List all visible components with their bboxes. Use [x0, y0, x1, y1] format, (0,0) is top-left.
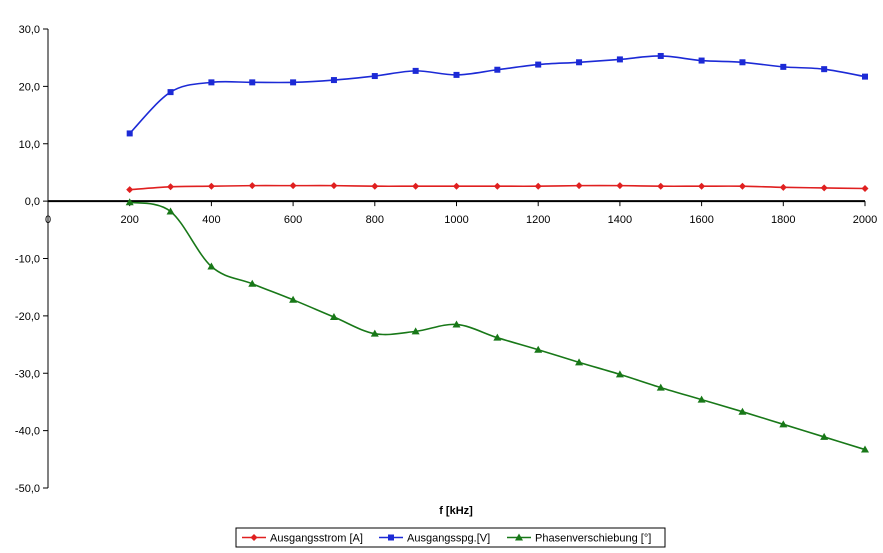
data-point: [371, 182, 379, 190]
y-tick-label: 30,0: [19, 24, 40, 36]
data-point: [820, 432, 829, 440]
legend-swatch-marker: [388, 534, 394, 541]
data-point: [330, 77, 337, 84]
data-point: [125, 198, 134, 206]
data-point: [453, 71, 460, 78]
legend-box: [235, 527, 666, 548]
data-point: [330, 182, 338, 190]
data-point: [166, 207, 175, 215]
data-point: [698, 57, 705, 64]
data-point: [493, 182, 501, 190]
x-axis-label: f [kHz]: [439, 505, 473, 517]
data-point: [126, 186, 134, 194]
data-point: [534, 345, 543, 353]
data-point: [575, 182, 583, 190]
x-tick-label: 600: [284, 214, 302, 226]
data-point: [208, 79, 215, 86]
data-point: [452, 320, 461, 328]
series-1: [126, 182, 869, 194]
x-axis-ticks: 0 200 400 600 800 1000 1200 1400 1600 1800 2000: [45, 201, 877, 226]
y-tick-label: -40,0: [15, 426, 40, 438]
x-tick-label: 1600: [689, 214, 713, 226]
data-point: [167, 183, 175, 191]
x-tick-label: 1400: [608, 214, 632, 226]
y-axis-ticks: 30,0 20,0 10,0 0,0 -10,0 -20,0 -30,0 -40,0 -50,0: [15, 24, 48, 495]
data-point: [535, 61, 542, 68]
series-line: [129, 201, 866, 451]
data-point: [534, 182, 542, 190]
data-point: [616, 56, 623, 63]
series-group: [125, 52, 869, 453]
data-point: [411, 327, 420, 335]
legend-entry: Ausgangsspg.[V]: [379, 533, 490, 545]
x-tick-label: 800: [366, 214, 384, 226]
y-tick-label: 10,0: [19, 139, 40, 151]
legend-label: Phasenverschiebung [°]: [535, 533, 651, 545]
data-point: [494, 66, 501, 73]
data-point: [249, 79, 256, 86]
x-tick-label: 1200: [526, 214, 550, 226]
legend-label: Ausgangsstrom [A]: [270, 533, 363, 545]
data-point: [248, 182, 256, 190]
y-tick-label: -10,0: [15, 254, 40, 266]
legend-swatch-marker: [250, 534, 258, 541]
x-tick-label: 400: [202, 214, 220, 226]
data-point: [862, 73, 868, 80]
y-tick-label: -20,0: [15, 311, 40, 323]
data-point: [575, 358, 584, 366]
data-point: [248, 279, 257, 287]
x-tick-label: 0: [45, 214, 51, 226]
x-tick-label: 1800: [771, 214, 795, 226]
y-tick-label: 0,0: [25, 196, 40, 208]
data-point: [616, 182, 624, 190]
data-point: [780, 63, 787, 70]
y-tick-label: -50,0: [15, 483, 40, 495]
x-tick-label: 200: [121, 214, 139, 226]
data-point: [698, 182, 706, 190]
x-tick-label: 2000: [853, 214, 877, 226]
data-point: [453, 182, 460, 190]
data-point: [126, 130, 133, 137]
series-3: [125, 198, 869, 453]
data-point: [167, 89, 174, 96]
data-point: [861, 445, 869, 453]
axes: [47, 29, 865, 488]
data-point: [576, 59, 583, 66]
y-tick-label: -30,0: [15, 368, 40, 380]
data-point: [738, 407, 747, 415]
data-point: [412, 182, 420, 190]
data-point: [738, 182, 746, 190]
data-point: [207, 262, 216, 270]
data-point: [656, 383, 665, 391]
data-point: [779, 183, 787, 191]
series-2: [126, 52, 868, 137]
data-point: [615, 370, 624, 378]
y-tick-label: 20,0: [19, 81, 40, 93]
data-point: [371, 73, 378, 80]
data-point: [370, 329, 379, 337]
data-point: [657, 52, 664, 59]
legend-entry: Phasenverschiebung [°]: [507, 533, 651, 545]
data-point: [820, 184, 828, 192]
data-point: [290, 79, 297, 86]
data-point: [207, 182, 215, 190]
data-point: [289, 295, 298, 303]
data-point: [329, 313, 338, 321]
legend-swatch-marker: [515, 533, 523, 541]
legend-label: Ausgangsspg.[V]: [407, 533, 490, 545]
x-tick-label: 1000: [444, 214, 468, 226]
legend: Ausgangsstrom [A] Ausgangsspg.[V] Phasenve…: [235, 527, 666, 548]
data-point: [739, 59, 746, 66]
data-point: [861, 185, 869, 193]
data-point: [493, 333, 502, 341]
data-point: [657, 182, 665, 190]
data-point: [697, 395, 706, 403]
data-point: [779, 420, 788, 428]
data-point: [289, 182, 297, 190]
data-point: [412, 67, 419, 74]
data-point: [821, 66, 828, 73]
legend-entry: Ausgangsstrom [A]: [242, 533, 363, 545]
